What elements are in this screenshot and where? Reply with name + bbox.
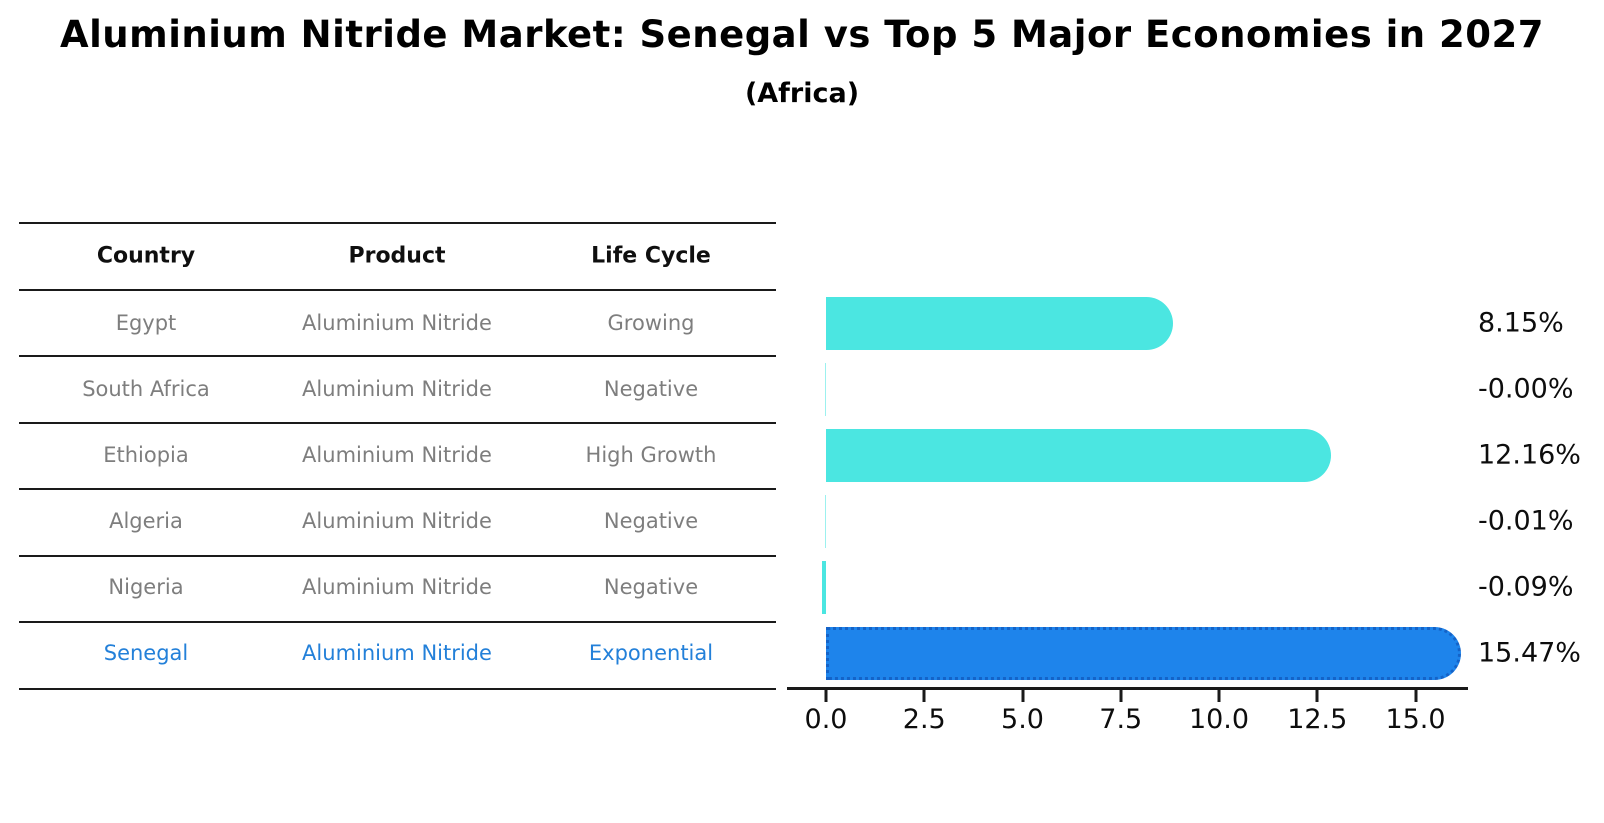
x-tick-2.5 bbox=[922, 689, 926, 702]
bar-algeria bbox=[824, 494, 826, 548]
bar-egypt bbox=[826, 296, 1174, 350]
value-label-south-africa: -0.00% bbox=[1478, 373, 1574, 405]
cell-country: Egypt bbox=[115, 311, 177, 335]
bar-ethiopia bbox=[826, 428, 1331, 482]
x-tick-label-2.5: 2.5 bbox=[902, 704, 946, 735]
cell-life-cycle: Growing bbox=[607, 311, 695, 335]
value-label-nigeria: -0.09% bbox=[1478, 571, 1574, 603]
cell-life-cycle: Negative bbox=[603, 575, 699, 599]
x-tick-15.0 bbox=[1414, 689, 1417, 702]
cell-life-cycle: Negative bbox=[603, 509, 699, 533]
table-line-4 bbox=[19, 488, 776, 490]
column-header-life-cycle: Life Cycle bbox=[591, 243, 711, 269]
table-line-5 bbox=[19, 555, 776, 557]
cell-country: Senegal bbox=[103, 641, 189, 665]
table-line-3 bbox=[19, 422, 776, 424]
x-tick-0.0 bbox=[824, 689, 828, 702]
x-tick-12.5 bbox=[1315, 689, 1319, 702]
cell-product: Aluminium Nitride bbox=[302, 311, 492, 335]
column-header-country: Country bbox=[96, 243, 196, 269]
cell-product: Aluminium Nitride bbox=[302, 641, 492, 665]
cell-product: Aluminium Nitride bbox=[302, 509, 492, 533]
table-line-7 bbox=[19, 688, 776, 690]
value-label-algeria: -0.01% bbox=[1478, 505, 1574, 537]
column-header-product: Product bbox=[348, 243, 446, 269]
x-tick-label-5.0: 5.0 bbox=[1001, 704, 1044, 735]
x-tick-7.5 bbox=[1119, 689, 1123, 702]
cell-product: Aluminium Nitride bbox=[302, 377, 492, 401]
x-tick-10.0 bbox=[1217, 689, 1221, 702]
table-line-0 bbox=[19, 222, 776, 224]
table-line-2 bbox=[19, 355, 776, 357]
table-line-6 bbox=[19, 621, 776, 623]
cell-life-cycle: High Growth bbox=[585, 443, 717, 467]
bar-senegal bbox=[826, 626, 1461, 680]
bar-south-africa bbox=[824, 362, 826, 416]
x-tick-label-15.0: 15.0 bbox=[1385, 704, 1446, 735]
x-tick-label-7.5: 7.5 bbox=[1099, 704, 1143, 735]
chart-title: Aluminium Nitride Market: Senegal vs Top… bbox=[59, 13, 1545, 56]
value-label-ethiopia: 12.16% bbox=[1478, 439, 1581, 471]
cell-country: Nigeria bbox=[108, 575, 184, 599]
value-label-senegal: 15.47% bbox=[1478, 637, 1581, 669]
cell-country: Ethiopia bbox=[103, 443, 189, 467]
cell-product: Aluminium Nitride bbox=[302, 443, 492, 467]
x-tick-label-0.0: 0.0 bbox=[804, 704, 848, 735]
cell-life-cycle: Negative bbox=[603, 377, 699, 401]
cell-country: South Africa bbox=[82, 377, 210, 401]
x-tick-label-12.5: 12.5 bbox=[1287, 704, 1348, 735]
cell-country: Algeria bbox=[109, 509, 183, 533]
x-axis-spine bbox=[787, 687, 1468, 690]
cell-life-cycle: Exponential bbox=[588, 641, 714, 665]
x-tick-5.0 bbox=[1021, 689, 1024, 702]
cell-product: Aluminium Nitride bbox=[302, 575, 492, 599]
table-line-1 bbox=[19, 289, 776, 291]
bar-nigeria bbox=[822, 560, 826, 614]
x-tick-label-10.0: 10.0 bbox=[1188, 704, 1250, 735]
chart-subtitle: (Africa) bbox=[744, 78, 860, 109]
value-label-egypt: 8.15% bbox=[1478, 307, 1564, 339]
